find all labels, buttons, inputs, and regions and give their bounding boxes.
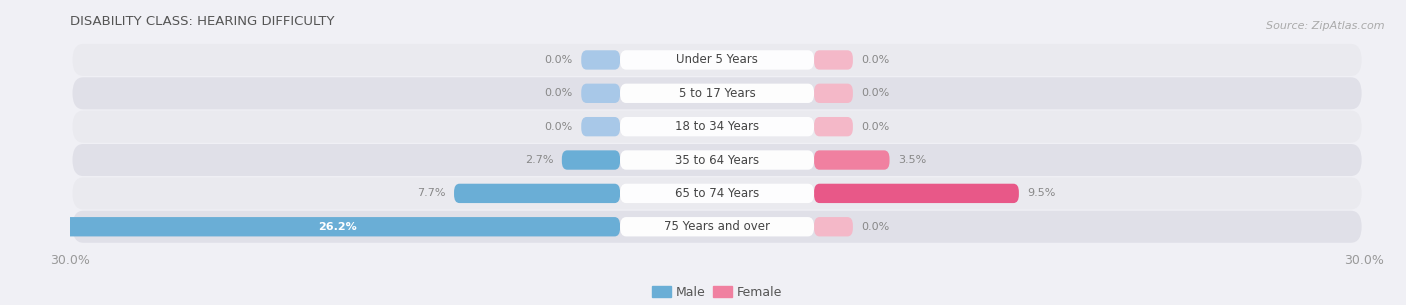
Text: 0.0%: 0.0% <box>544 88 572 98</box>
FancyBboxPatch shape <box>454 184 620 203</box>
Text: 0.0%: 0.0% <box>862 122 890 132</box>
FancyBboxPatch shape <box>73 211 1361 243</box>
Text: 0.0%: 0.0% <box>544 122 572 132</box>
Text: 65 to 74 Years: 65 to 74 Years <box>675 187 759 200</box>
Text: 0.0%: 0.0% <box>862 222 890 232</box>
FancyBboxPatch shape <box>581 117 620 136</box>
Text: 18 to 34 Years: 18 to 34 Years <box>675 120 759 133</box>
Text: Under 5 Years: Under 5 Years <box>676 53 758 66</box>
Text: 26.2%: 26.2% <box>318 222 357 232</box>
Text: 3.5%: 3.5% <box>898 155 927 165</box>
Text: 0.0%: 0.0% <box>544 55 572 65</box>
Text: 7.7%: 7.7% <box>418 188 446 198</box>
FancyBboxPatch shape <box>620 84 814 103</box>
FancyBboxPatch shape <box>814 184 1019 203</box>
FancyBboxPatch shape <box>814 50 853 70</box>
FancyBboxPatch shape <box>562 150 620 170</box>
FancyBboxPatch shape <box>814 217 853 236</box>
FancyBboxPatch shape <box>73 144 1361 176</box>
FancyBboxPatch shape <box>620 184 814 203</box>
Text: 9.5%: 9.5% <box>1028 188 1056 198</box>
FancyBboxPatch shape <box>620 217 814 236</box>
FancyBboxPatch shape <box>55 217 620 236</box>
Text: 5 to 17 Years: 5 to 17 Years <box>679 87 755 100</box>
Text: 75 Years and over: 75 Years and over <box>664 220 770 233</box>
FancyBboxPatch shape <box>814 84 853 103</box>
Text: 35 to 64 Years: 35 to 64 Years <box>675 153 759 167</box>
FancyBboxPatch shape <box>581 50 620 70</box>
FancyBboxPatch shape <box>620 117 814 136</box>
FancyBboxPatch shape <box>814 150 890 170</box>
Text: 0.0%: 0.0% <box>862 55 890 65</box>
Text: 0.0%: 0.0% <box>862 88 890 98</box>
FancyBboxPatch shape <box>581 84 620 103</box>
Legend: Male, Female: Male, Female <box>647 281 787 304</box>
FancyBboxPatch shape <box>73 178 1361 210</box>
FancyBboxPatch shape <box>73 77 1361 109</box>
Text: DISABILITY CLASS: HEARING DIFFICULTY: DISABILITY CLASS: HEARING DIFFICULTY <box>70 15 335 28</box>
Text: Source: ZipAtlas.com: Source: ZipAtlas.com <box>1267 21 1385 31</box>
FancyBboxPatch shape <box>814 117 853 136</box>
FancyBboxPatch shape <box>73 111 1361 143</box>
FancyBboxPatch shape <box>620 150 814 170</box>
FancyBboxPatch shape <box>73 44 1361 76</box>
FancyBboxPatch shape <box>620 50 814 70</box>
Text: 2.7%: 2.7% <box>524 155 553 165</box>
